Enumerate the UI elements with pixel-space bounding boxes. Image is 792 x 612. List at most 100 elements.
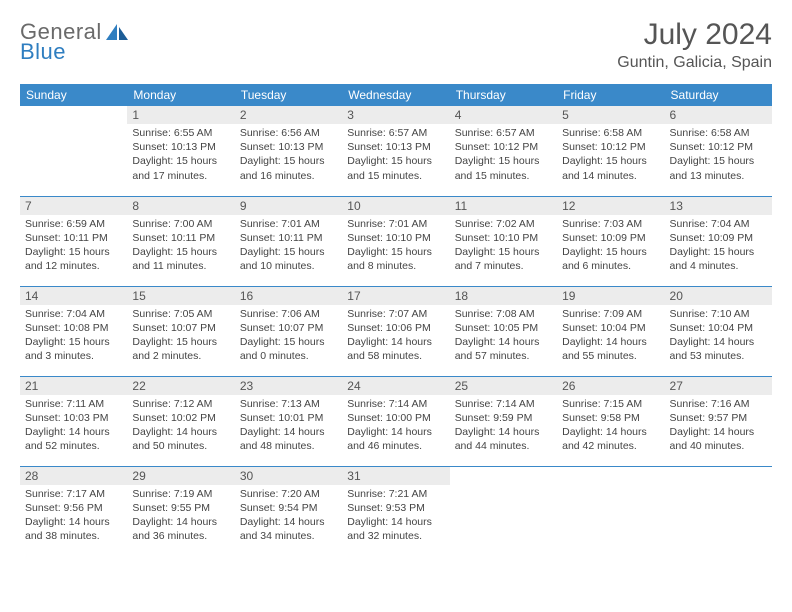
day-info: Sunrise: 7:04 AMSunset: 10:08 PMDaylight… xyxy=(20,305,127,368)
calendar-cell: 8Sunrise: 7:00 AMSunset: 10:11 PMDayligh… xyxy=(127,196,234,286)
day-number: 5 xyxy=(557,106,664,124)
sail-icon xyxy=(106,24,128,40)
day-info: Sunrise: 6:59 AMSunset: 10:11 PMDaylight… xyxy=(20,215,127,278)
day-info: Sunrise: 7:04 AMSunset: 10:09 PMDaylight… xyxy=(665,215,772,278)
weekday-header: Sunday xyxy=(20,84,127,106)
day-number: 16 xyxy=(235,287,342,305)
calendar-cell xyxy=(20,106,127,196)
calendar-cell: 15Sunrise: 7:05 AMSunset: 10:07 PMDaylig… xyxy=(127,286,234,376)
calendar-week: 14Sunrise: 7:04 AMSunset: 10:08 PMDaylig… xyxy=(20,286,772,376)
day-number: 14 xyxy=(20,287,127,305)
calendar-head: SundayMondayTuesdayWednesdayThursdayFrid… xyxy=(20,84,772,106)
day-number: 7 xyxy=(20,197,127,215)
day-info: Sunrise: 6:55 AMSunset: 10:13 PMDaylight… xyxy=(127,124,234,187)
header: General Blue July 2024 Guntin, Galicia, … xyxy=(20,18,772,72)
day-info: Sunrise: 7:16 AMSunset: 9:57 PMDaylight:… xyxy=(665,395,772,458)
calendar-cell: 19Sunrise: 7:09 AMSunset: 10:04 PMDaylig… xyxy=(557,286,664,376)
calendar-cell: 23Sunrise: 7:13 AMSunset: 10:01 PMDaylig… xyxy=(235,376,342,466)
day-number: 20 xyxy=(665,287,772,305)
calendar-body: 1Sunrise: 6:55 AMSunset: 10:13 PMDayligh… xyxy=(20,106,772,556)
day-number: 3 xyxy=(342,106,449,124)
calendar-cell: 5Sunrise: 6:58 AMSunset: 10:12 PMDayligh… xyxy=(557,106,664,196)
calendar-week: 7Sunrise: 6:59 AMSunset: 10:11 PMDayligh… xyxy=(20,196,772,286)
day-number: 30 xyxy=(235,467,342,485)
calendar-cell: 14Sunrise: 7:04 AMSunset: 10:08 PMDaylig… xyxy=(20,286,127,376)
weekday-header: Tuesday xyxy=(235,84,342,106)
day-info: Sunrise: 7:01 AMSunset: 10:11 PMDaylight… xyxy=(235,215,342,278)
calendar-cell: 2Sunrise: 6:56 AMSunset: 10:13 PMDayligh… xyxy=(235,106,342,196)
day-number: 8 xyxy=(127,197,234,215)
day-number: 18 xyxy=(450,287,557,305)
day-number: 17 xyxy=(342,287,449,305)
calendar-cell: 28Sunrise: 7:17 AMSunset: 9:56 PMDayligh… xyxy=(20,466,127,556)
day-number: 19 xyxy=(557,287,664,305)
calendar-cell: 16Sunrise: 7:06 AMSunset: 10:07 PMDaylig… xyxy=(235,286,342,376)
calendar-cell: 21Sunrise: 7:11 AMSunset: 10:03 PMDaylig… xyxy=(20,376,127,466)
day-info: Sunrise: 7:05 AMSunset: 10:07 PMDaylight… xyxy=(127,305,234,368)
day-number: 9 xyxy=(235,197,342,215)
location: Guntin, Galicia, Spain xyxy=(617,54,772,72)
day-info: Sunrise: 7:12 AMSunset: 10:02 PMDaylight… xyxy=(127,395,234,458)
day-info: Sunrise: 7:19 AMSunset: 9:55 PMDaylight:… xyxy=(127,485,234,548)
calendar-cell xyxy=(665,466,772,556)
calendar-cell: 6Sunrise: 6:58 AMSunset: 10:12 PMDayligh… xyxy=(665,106,772,196)
logo-line2: Blue xyxy=(20,39,66,64)
day-number: 28 xyxy=(20,467,127,485)
day-number: 21 xyxy=(20,377,127,395)
day-number: 29 xyxy=(127,467,234,485)
day-info: Sunrise: 6:58 AMSunset: 10:12 PMDaylight… xyxy=(665,124,772,187)
day-number: 25 xyxy=(450,377,557,395)
weekday-header: Saturday xyxy=(665,84,772,106)
calendar-cell: 20Sunrise: 7:10 AMSunset: 10:04 PMDaylig… xyxy=(665,286,772,376)
day-info: Sunrise: 7:09 AMSunset: 10:04 PMDaylight… xyxy=(557,305,664,368)
calendar-cell: 13Sunrise: 7:04 AMSunset: 10:09 PMDaylig… xyxy=(665,196,772,286)
day-number: 4 xyxy=(450,106,557,124)
month-title: July 2024 xyxy=(617,18,772,52)
day-info: Sunrise: 7:02 AMSunset: 10:10 PMDaylight… xyxy=(450,215,557,278)
calendar-cell xyxy=(557,466,664,556)
logo-text: General Blue xyxy=(20,22,128,63)
calendar-cell: 12Sunrise: 7:03 AMSunset: 10:09 PMDaylig… xyxy=(557,196,664,286)
calendar-cell: 11Sunrise: 7:02 AMSunset: 10:10 PMDaylig… xyxy=(450,196,557,286)
calendar-cell: 10Sunrise: 7:01 AMSunset: 10:10 PMDaylig… xyxy=(342,196,449,286)
weekday-header: Monday xyxy=(127,84,234,106)
calendar-table: SundayMondayTuesdayWednesdayThursdayFrid… xyxy=(20,84,772,556)
calendar-cell: 17Sunrise: 7:07 AMSunset: 10:06 PMDaylig… xyxy=(342,286,449,376)
day-info: Sunrise: 7:10 AMSunset: 10:04 PMDaylight… xyxy=(665,305,772,368)
day-number: 1 xyxy=(127,106,234,124)
calendar-week: 1Sunrise: 6:55 AMSunset: 10:13 PMDayligh… xyxy=(20,106,772,196)
day-number: 31 xyxy=(342,467,449,485)
weekday-header: Thursday xyxy=(450,84,557,106)
calendar-cell: 22Sunrise: 7:12 AMSunset: 10:02 PMDaylig… xyxy=(127,376,234,466)
calendar-cell: 27Sunrise: 7:16 AMSunset: 9:57 PMDayligh… xyxy=(665,376,772,466)
calendar-week: 28Sunrise: 7:17 AMSunset: 9:56 PMDayligh… xyxy=(20,466,772,556)
day-number: 27 xyxy=(665,377,772,395)
weekday-header: Wednesday xyxy=(342,84,449,106)
day-number: 6 xyxy=(665,106,772,124)
day-info: Sunrise: 6:56 AMSunset: 10:13 PMDaylight… xyxy=(235,124,342,187)
day-number: 11 xyxy=(450,197,557,215)
weekday-header: Friday xyxy=(557,84,664,106)
day-info: Sunrise: 7:14 AMSunset: 9:59 PMDaylight:… xyxy=(450,395,557,458)
title-block: July 2024 Guntin, Galicia, Spain xyxy=(617,18,772,72)
day-info: Sunrise: 7:08 AMSunset: 10:05 PMDaylight… xyxy=(450,305,557,368)
day-info: Sunrise: 7:21 AMSunset: 9:53 PMDaylight:… xyxy=(342,485,449,548)
day-info: Sunrise: 7:14 AMSunset: 10:00 PMDaylight… xyxy=(342,395,449,458)
day-number: 15 xyxy=(127,287,234,305)
day-number: 24 xyxy=(342,377,449,395)
calendar-cell: 18Sunrise: 7:08 AMSunset: 10:05 PMDaylig… xyxy=(450,286,557,376)
day-info: Sunrise: 7:07 AMSunset: 10:06 PMDaylight… xyxy=(342,305,449,368)
calendar-cell: 7Sunrise: 6:59 AMSunset: 10:11 PMDayligh… xyxy=(20,196,127,286)
day-info: Sunrise: 7:17 AMSunset: 9:56 PMDaylight:… xyxy=(20,485,127,548)
calendar-cell: 31Sunrise: 7:21 AMSunset: 9:53 PMDayligh… xyxy=(342,466,449,556)
day-info: Sunrise: 7:15 AMSunset: 9:58 PMDaylight:… xyxy=(557,395,664,458)
day-info: Sunrise: 7:06 AMSunset: 10:07 PMDaylight… xyxy=(235,305,342,368)
calendar-cell xyxy=(450,466,557,556)
calendar-cell: 30Sunrise: 7:20 AMSunset: 9:54 PMDayligh… xyxy=(235,466,342,556)
day-number: 2 xyxy=(235,106,342,124)
day-info: Sunrise: 6:57 AMSunset: 10:12 PMDaylight… xyxy=(450,124,557,187)
day-number: 23 xyxy=(235,377,342,395)
day-info: Sunrise: 7:20 AMSunset: 9:54 PMDaylight:… xyxy=(235,485,342,548)
day-info: Sunrise: 7:03 AMSunset: 10:09 PMDaylight… xyxy=(557,215,664,278)
calendar-cell: 24Sunrise: 7:14 AMSunset: 10:00 PMDaylig… xyxy=(342,376,449,466)
